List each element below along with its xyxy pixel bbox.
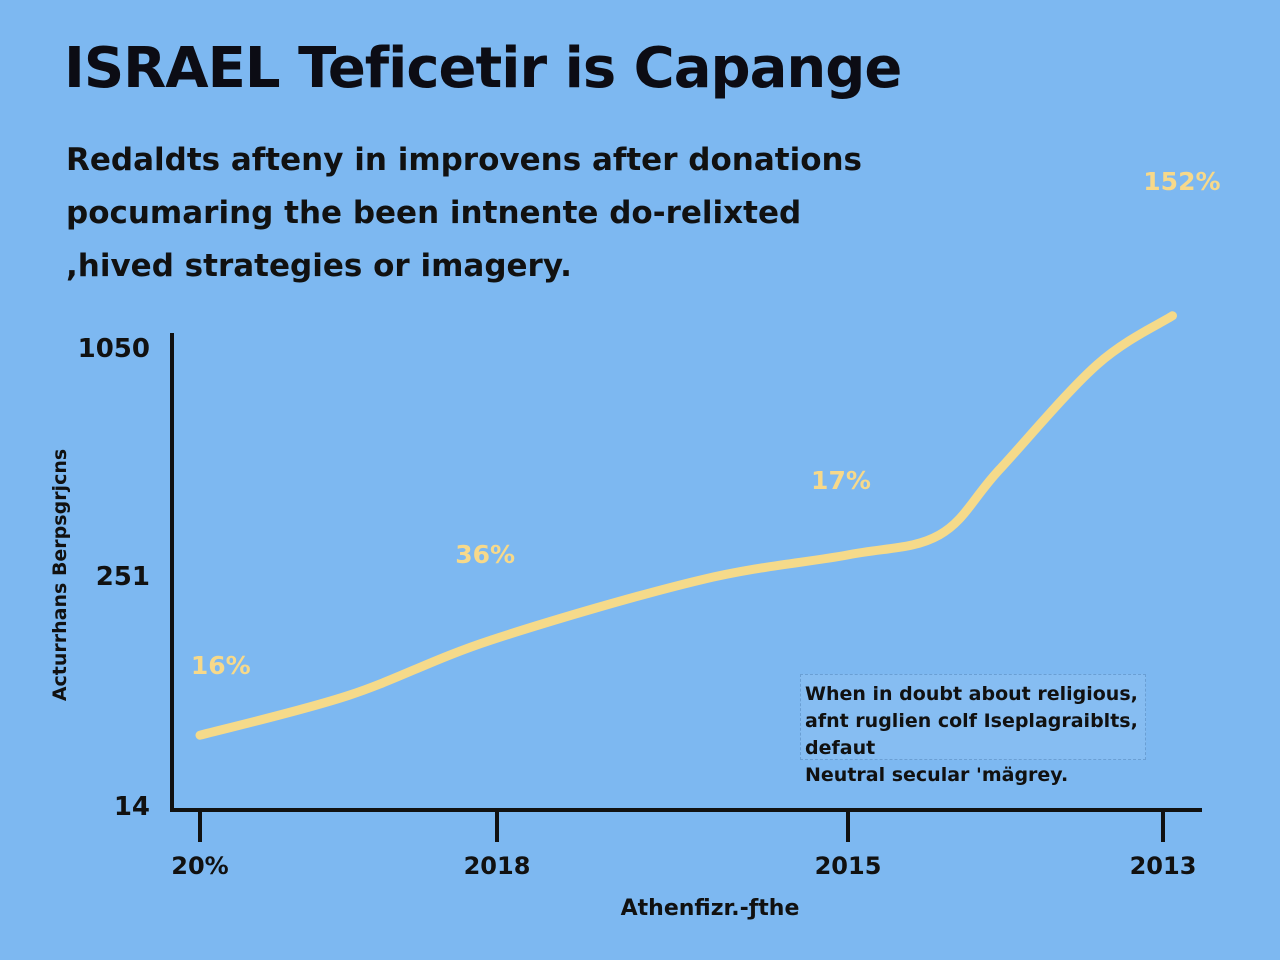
data-label: 16% [190,651,251,681]
y-tick-label: 1050 [77,334,150,364]
data-label: 36% [455,540,516,570]
annotation-line: Neutral secular 'mägrey. [805,764,1069,786]
y-axis-label: Acturrhans Berpsgrjcns [49,448,71,702]
annotation-line: When in doubt about religious, [805,683,1138,705]
series-line [195,311,1177,740]
x-tick-label: 2015 [814,852,882,880]
data-label: 152% [1143,166,1221,196]
chart-subtitle: Redaldts afteny in improvens after donat… [66,142,863,284]
y-tick-label: 251 [95,562,150,592]
y-tick-label: 14 [113,792,150,822]
x-tick-label: 2018 [463,852,531,880]
x-axis-label: Athenfizr.-ƒthe [620,896,800,921]
chart-title: ISRAEL Teficetir is Capange [64,36,902,101]
data-label: 17% [811,466,871,496]
x-tick-label: 2013 [1129,852,1197,880]
x-tick-label: 20% [171,852,229,880]
annotation-box: When in doubt about religious, afnt rugl… [800,674,1146,786]
annotation-line: afnt ruglien colf Iseplagraiblts, defaut [805,710,1138,759]
